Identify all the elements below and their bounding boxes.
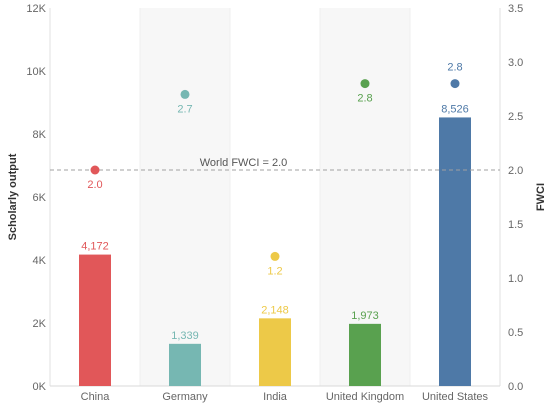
y-right-axis-title: FWCI [535, 183, 547, 211]
y-tick-label: 10K [26, 66, 46, 78]
bar-value-label: 1,339 [171, 330, 199, 342]
fwci-value-label: 2.8 [447, 62, 462, 74]
x-tick-label: China [81, 391, 111, 403]
reference-line-label: World FWCI = 2.0 [200, 157, 288, 169]
bar-germany [169, 343, 201, 386]
y-tick-label: 0K [33, 381, 47, 393]
x-tick-label: United Kingdom [326, 391, 404, 403]
fwci-value-label: 2.0 [87, 179, 102, 191]
bar-united-kingdom [349, 323, 381, 386]
y-right-tick-label: 3.5 [508, 3, 523, 15]
column-band [320, 8, 410, 386]
column-band [140, 8, 230, 386]
fwci-point-united-kingdom [360, 79, 370, 89]
bar-value-label: 8,526 [441, 103, 469, 115]
y-right-tick-label: 1.5 [508, 219, 523, 231]
y-right-tick-label: 0.0 [508, 381, 523, 393]
y-right-tick-label: 2.5 [508, 111, 523, 123]
y-axis-title: Scholarly output [7, 153, 19, 240]
fwci-point-india [270, 251, 280, 261]
fwci-value-label: 1.2 [267, 265, 282, 277]
y-tick-label: 8K [33, 129, 47, 141]
y-right-tick-label: 2.0 [508, 165, 523, 177]
bar-united-states [439, 117, 471, 386]
fwci-point-united-states [450, 79, 460, 89]
x-tick-label: Germany [162, 391, 208, 403]
fwci-value-label: 2.8 [357, 93, 372, 105]
fwci-value-label: 2.7 [177, 103, 192, 115]
bar-china [79, 254, 111, 386]
bar-value-label: 4,172 [81, 241, 109, 253]
x-tick-label: India [263, 391, 288, 403]
bar-value-label: 1,973 [351, 310, 379, 322]
y-right-tick-label: 0.5 [508, 327, 523, 339]
bar-india [259, 318, 291, 386]
y-tick-label: 6K [33, 192, 47, 204]
bar-value-label: 2,148 [261, 304, 289, 316]
fwci-point-germany [180, 89, 190, 99]
y-right-tick-label: 3.0 [508, 57, 523, 69]
y-tick-label: 12K [26, 3, 46, 15]
x-tick-label: United States [422, 391, 489, 403]
y-tick-label: 2K [33, 318, 47, 330]
y-right-tick-label: 1.0 [508, 273, 523, 285]
y-tick-label: 4K [33, 255, 47, 267]
fwci-point-china [90, 165, 100, 175]
